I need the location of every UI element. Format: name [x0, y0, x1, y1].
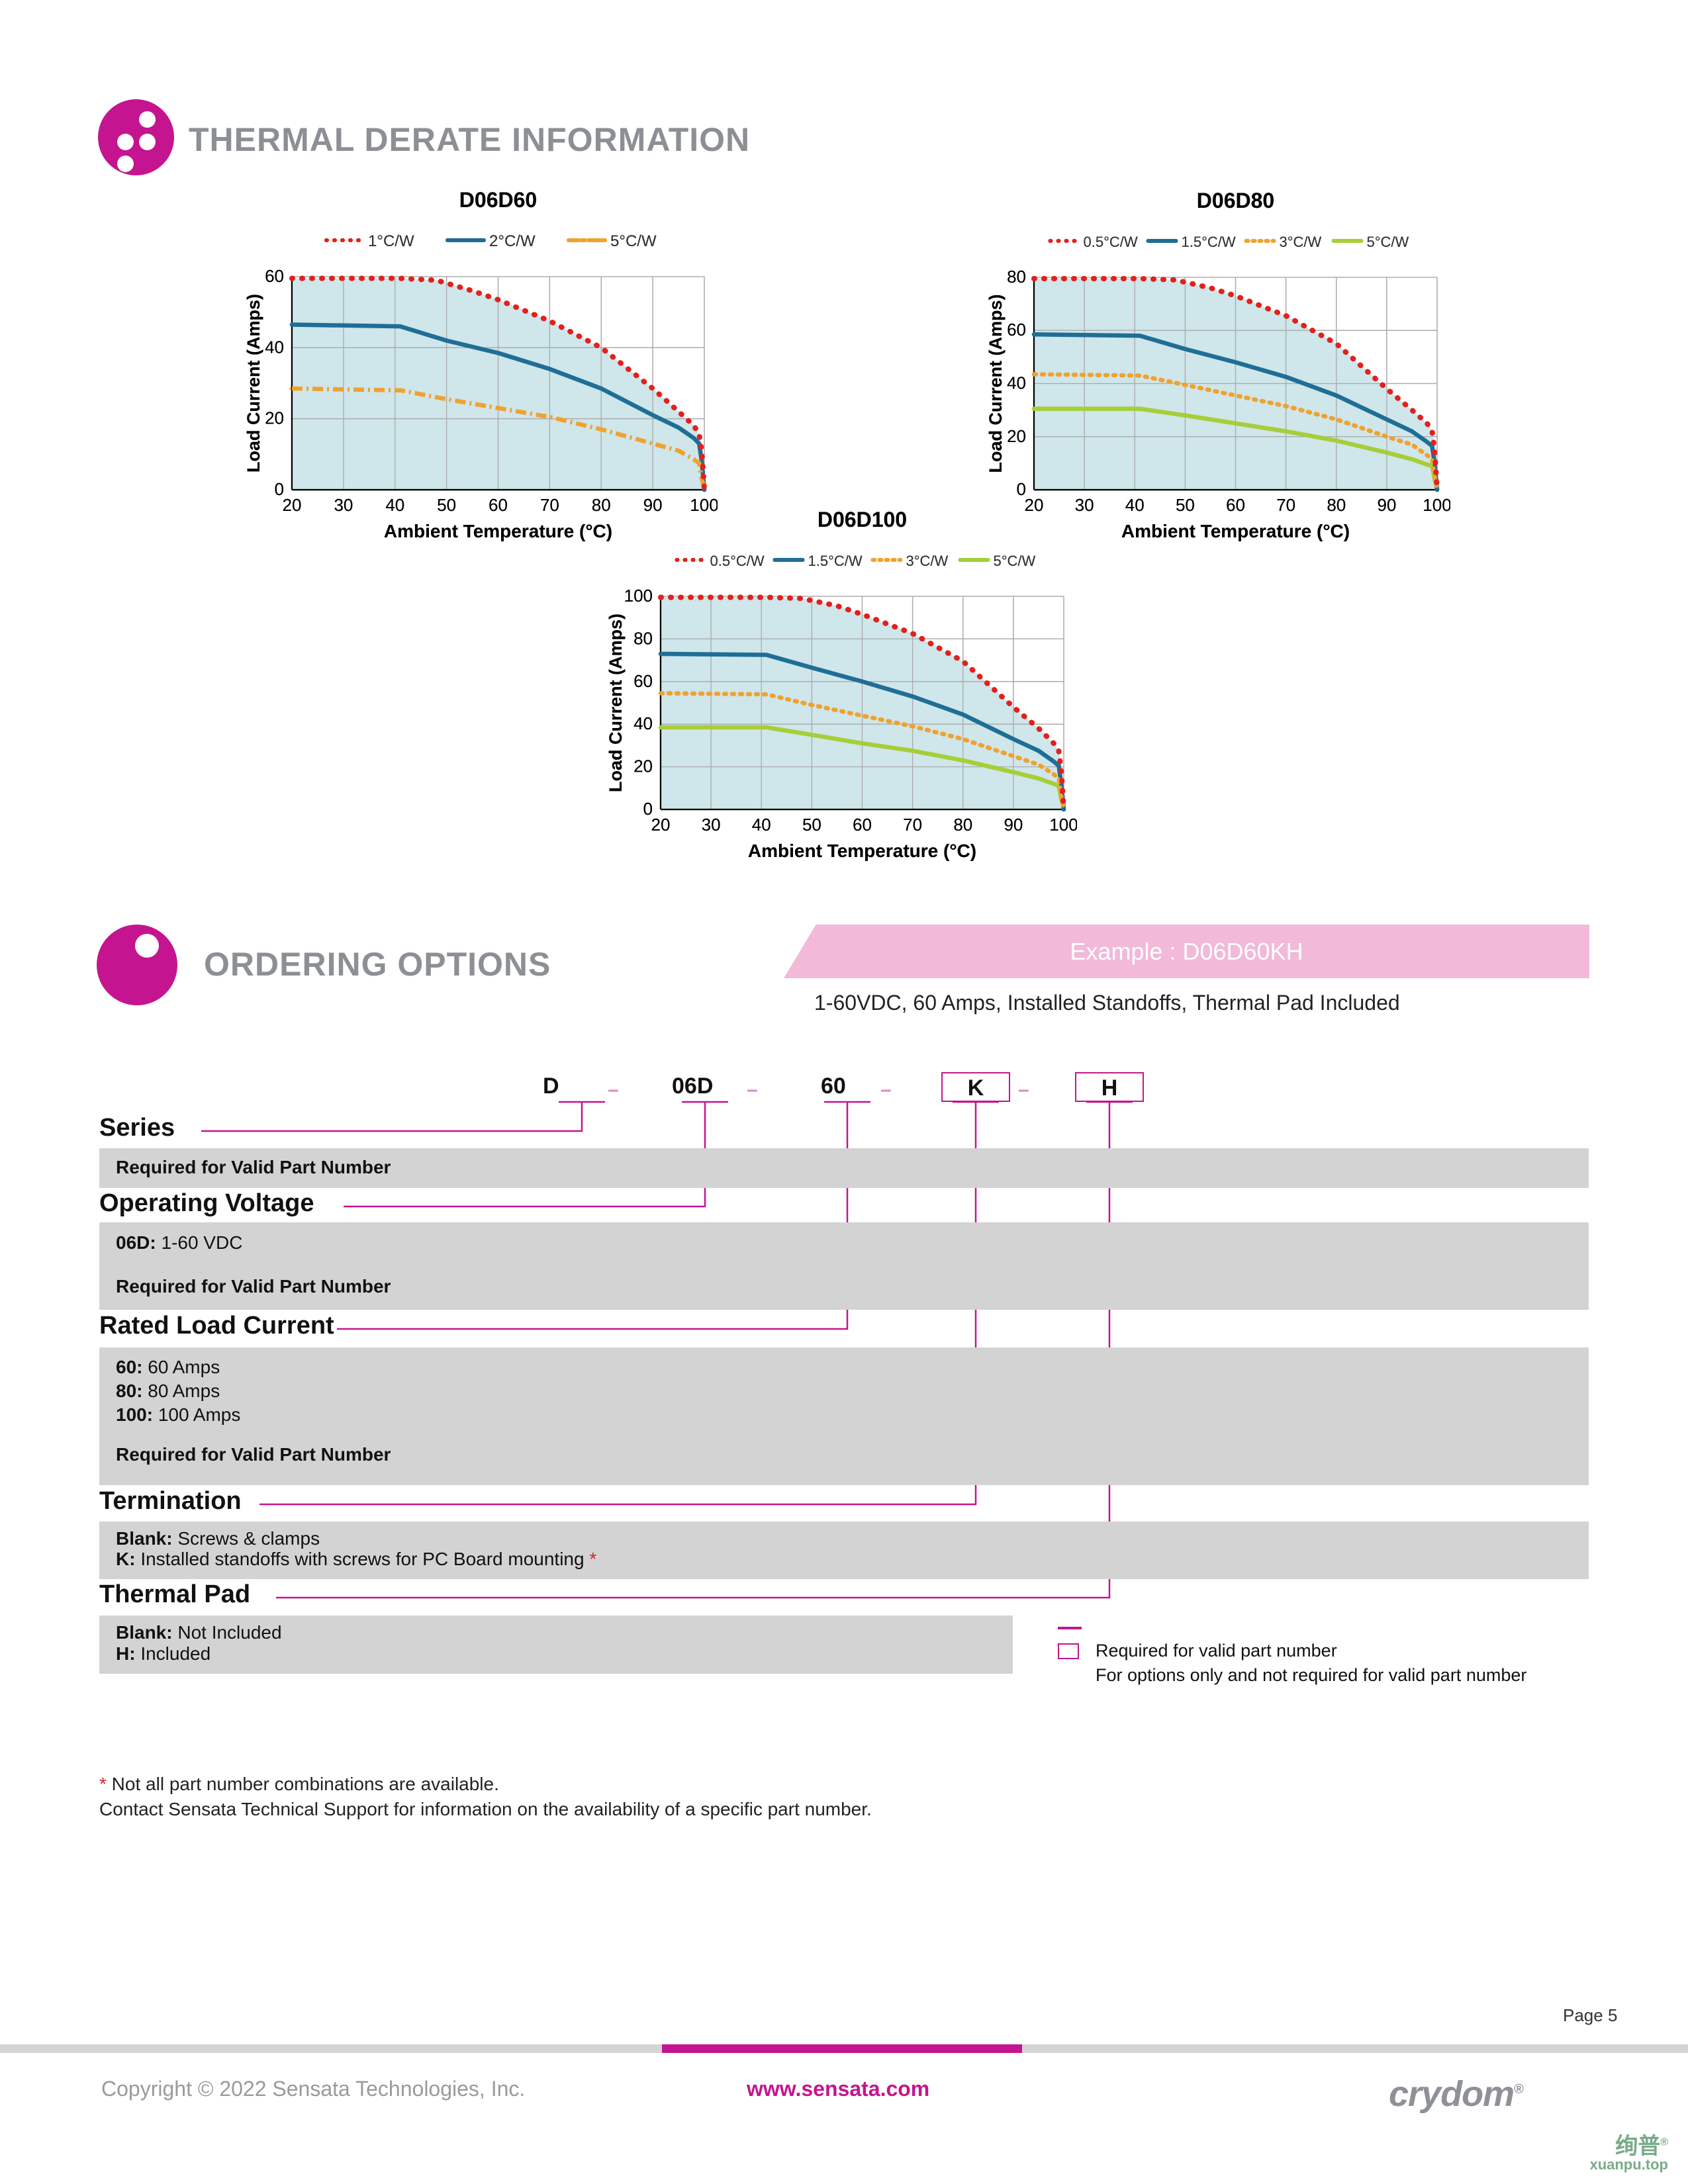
svg-text:70: 70: [903, 815, 922, 835]
svg-text:Load Current (Amps): Load Current (Amps): [244, 294, 263, 473]
svg-text:20: 20: [283, 495, 302, 515]
svg-text:30: 30: [1075, 495, 1094, 515]
svg-text:Ambient Temperature (°C): Ambient Temperature (°C): [384, 521, 612, 541]
svg-text:60: 60: [1226, 495, 1245, 515]
svg-text:40: 40: [385, 495, 404, 515]
svg-text:60: 60: [265, 266, 284, 286]
svg-text:0.5°C/W: 0.5°C/W: [710, 553, 765, 569]
svg-text:Ambient Temperature (°C): Ambient Temperature (°C): [1121, 521, 1350, 541]
svg-text:1.5°C/W: 1.5°C/W: [1182, 234, 1236, 250]
svg-text:30: 30: [334, 495, 353, 515]
svg-text:Ambient Temperature (°C): Ambient Temperature (°C): [748, 841, 976, 861]
svg-text:50: 50: [437, 495, 456, 515]
svg-text:2°C/W: 2°C/W: [489, 232, 536, 250]
svg-text:60: 60: [853, 815, 872, 835]
svg-text:80: 80: [633, 628, 653, 648]
svg-text:70: 70: [540, 495, 559, 515]
svg-text:1.5°C/W: 1.5°C/W: [808, 553, 863, 569]
svg-text:40: 40: [265, 337, 284, 357]
svg-text:80: 80: [953, 815, 972, 835]
svg-text:20: 20: [1007, 426, 1026, 446]
svg-text:20: 20: [651, 815, 671, 835]
svg-text:D06D60: D06D60: [459, 188, 537, 212]
svg-text:20: 20: [633, 756, 653, 776]
svg-text:3°C/W: 3°C/W: [906, 553, 949, 569]
svg-text:90: 90: [1004, 815, 1023, 835]
svg-text:Load Current (Amps): Load Current (Amps): [986, 295, 1006, 473]
svg-text:100: 100: [624, 586, 653, 606]
svg-text:20: 20: [265, 408, 284, 428]
svg-text:50: 50: [802, 815, 821, 835]
svg-text:D06D100: D06D100: [818, 508, 907, 531]
svg-text:50: 50: [1176, 495, 1195, 515]
svg-text:80: 80: [1007, 267, 1026, 287]
svg-text:0: 0: [275, 479, 284, 499]
svg-text:0.5°C/W: 0.5°C/W: [1084, 234, 1138, 250]
svg-text:0: 0: [1017, 479, 1026, 499]
svg-text:80: 80: [1327, 495, 1346, 515]
svg-text:40: 40: [1125, 495, 1145, 515]
svg-text:5°C/W: 5°C/W: [994, 553, 1036, 569]
svg-text:1°C/W: 1°C/W: [368, 232, 414, 250]
svg-text:0: 0: [643, 799, 653, 819]
svg-text:60: 60: [1007, 320, 1026, 340]
svg-text:90: 90: [1377, 495, 1396, 515]
svg-text:100: 100: [1049, 815, 1077, 835]
svg-text:40: 40: [752, 815, 771, 835]
svg-text:5°C/W: 5°C/W: [610, 232, 657, 250]
svg-text:100: 100: [1423, 495, 1450, 515]
svg-text:40: 40: [633, 713, 653, 733]
svg-text:60: 60: [633, 671, 653, 691]
svg-text:3°C/W: 3°C/W: [1280, 234, 1322, 250]
svg-text:40: 40: [1007, 373, 1026, 393]
svg-text:30: 30: [702, 815, 721, 835]
svg-text:D06D80: D06D80: [1197, 189, 1274, 212]
svg-text:60: 60: [489, 495, 508, 515]
svg-text:70: 70: [1276, 495, 1295, 515]
svg-text:5°C/W: 5°C/W: [1367, 234, 1409, 250]
svg-text:Load Current (Amps): Load Current (Amps): [606, 614, 626, 792]
